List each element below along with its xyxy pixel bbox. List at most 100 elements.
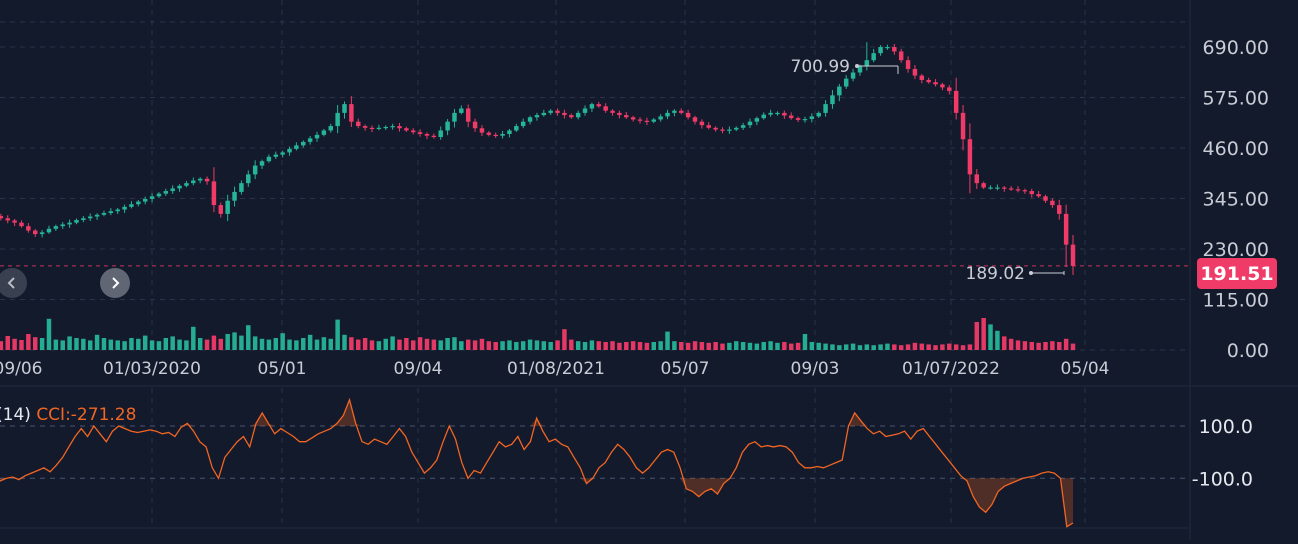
candle-body [459, 108, 464, 113]
candle-body [74, 220, 79, 223]
candle-body [548, 110, 553, 113]
volume-bar [301, 338, 306, 350]
cci-line [0, 397, 1074, 528]
candle-body [837, 86, 842, 96]
candle-body [486, 132, 492, 135]
volume-bar [287, 339, 292, 350]
low-marker-dot [1029, 271, 1033, 275]
chevron-right-icon [112, 277, 120, 289]
volume-bar [651, 342, 657, 350]
volume-bar [39, 338, 45, 350]
volume-bar [995, 330, 1000, 350]
price-axis-tick-label: 345.00 [1203, 189, 1269, 211]
volume-bar [665, 331, 670, 350]
scroll-left-button[interactable] [0, 268, 27, 298]
candle-body [465, 108, 471, 122]
volume-bar [115, 340, 120, 350]
volume-bar [850, 343, 856, 350]
volume-bar [197, 338, 203, 350]
cci-value-label: -271.28 [70, 405, 137, 425]
volume-bar [383, 338, 388, 350]
cci-axis-tick-label: -100.0 [1192, 468, 1253, 490]
candle-body [81, 218, 86, 221]
candle-body [933, 82, 938, 85]
candle-body [850, 72, 856, 79]
candle-body [575, 112, 581, 118]
candle-body [60, 224, 65, 227]
candle-body [356, 121, 361, 127]
candle-body [995, 187, 1000, 189]
volume-bar [679, 342, 684, 350]
candle-body [1015, 189, 1021, 191]
price-axis-tick-label: 575.00 [1203, 88, 1269, 110]
volume-bar [747, 342, 753, 350]
candle-body [754, 118, 760, 122]
volume-bar [761, 342, 766, 350]
candle-body [445, 121, 450, 131]
volume-bar [768, 341, 773, 350]
candle-body [514, 126, 519, 131]
volume-bar [410, 340, 416, 350]
volume-bar [617, 342, 622, 350]
candle-body [122, 206, 127, 210]
volume-bar [816, 342, 821, 350]
candle-body [960, 112, 966, 140]
candle-body [617, 112, 622, 116]
time-axis-tick-label: 05/04 [1061, 359, 1110, 379]
volume-bar [878, 344, 883, 350]
volume-bar [397, 339, 402, 350]
price-axis-tick-label: 690.00 [1203, 37, 1269, 59]
candle-layer [0, 42, 1076, 275]
volume-bar [122, 341, 127, 350]
annotation-layer: 700.99 189.02 [0, 57, 1190, 284]
volume-bar [624, 342, 629, 350]
candle-body [562, 112, 567, 116]
volume-bar [1050, 341, 1055, 350]
candle-body [569, 115, 574, 118]
volume-bar [356, 339, 361, 350]
volume-bar [452, 337, 457, 350]
candle-body [947, 87, 952, 91]
candle-body [53, 226, 59, 229]
candle-body [369, 127, 375, 130]
candle-body [1063, 213, 1069, 245]
candle-body [142, 198, 148, 202]
candle-body [802, 119, 808, 121]
candle-body [259, 161, 265, 166]
volume-bar [727, 342, 732, 350]
volume-bar [424, 338, 430, 350]
candle-body [905, 60, 911, 69]
candle-body [156, 193, 162, 197]
volume-bar [1022, 341, 1028, 350]
volume-bar [775, 342, 780, 350]
candle-body [747, 121, 753, 126]
volume-bar [465, 339, 471, 350]
candle-body [898, 51, 904, 61]
candle-body [1008, 188, 1014, 190]
candle-body [672, 110, 677, 113]
volume-bar [960, 345, 966, 350]
volume-bar [149, 340, 155, 350]
candle-body [610, 110, 615, 113]
volume-bar [919, 343, 925, 350]
price-axis-tick-label: 460.00 [1203, 138, 1269, 160]
volume-bar [60, 340, 65, 350]
candle-body [637, 119, 643, 121]
candle-body [314, 134, 320, 139]
volume-bar [795, 342, 801, 350]
candle-body [885, 47, 890, 49]
candle-body [26, 226, 31, 231]
scroll-right-button[interactable] [100, 268, 130, 298]
volume-bar [1029, 342, 1034, 350]
volume-bar [1043, 342, 1048, 350]
volume-bar [163, 338, 169, 350]
volume-layer [0, 318, 1076, 350]
candle-body [438, 130, 443, 138]
candle-body [871, 53, 876, 61]
volume-bar [177, 339, 182, 350]
candle-body [87, 216, 93, 219]
volume-bar [637, 342, 643, 350]
candle-body [555, 110, 560, 113]
candle-body [988, 187, 993, 189]
